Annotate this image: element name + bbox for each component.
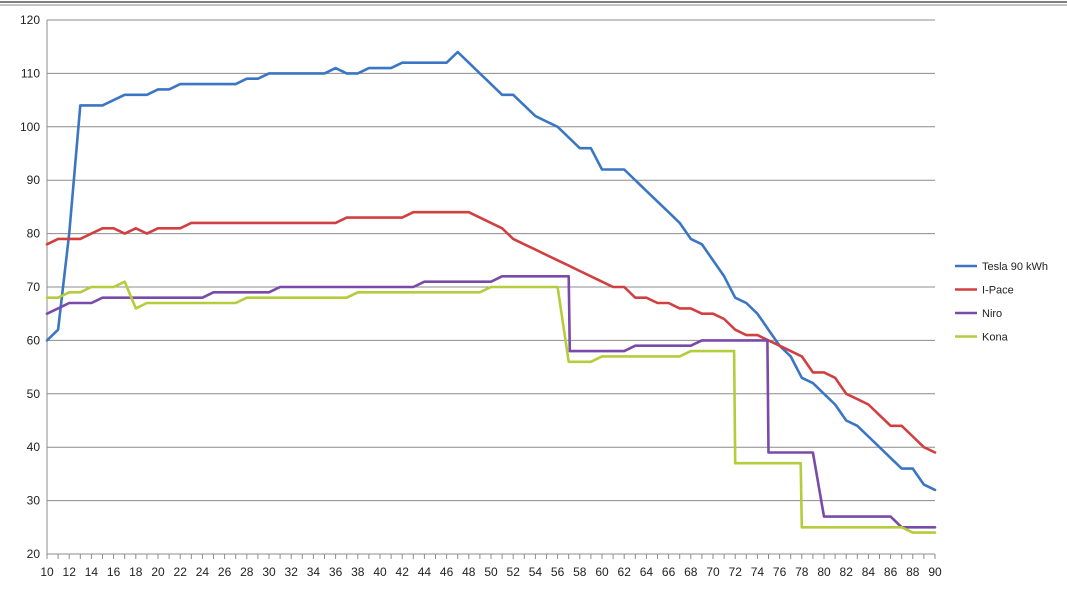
x-tick-label: 36 [329, 565, 343, 579]
x-tick-label: 28 [240, 565, 254, 579]
x-tick-label: 62 [618, 565, 632, 579]
axes: 20 30 40 50 60 70 80 90 100 110 120 10 12 14 16 18 20 22 2… [20, 13, 942, 579]
y-tick-label: 120 [20, 13, 40, 27]
y-tick-label: 90 [27, 173, 41, 187]
y-tick-label: 50 [27, 387, 41, 401]
x-tick-label: 18 [129, 565, 143, 579]
x-tick-label: 86 [884, 565, 898, 579]
y-tick-label: 110 [21, 66, 40, 80]
x-tick-label: 90 [928, 565, 942, 579]
legend: Tesla 90 kWh I-Pace Niro Kona [955, 261, 1048, 344]
x-tick-label: 48 [462, 565, 476, 579]
x-tick-label: 20 [151, 565, 165, 579]
x-tick-label: 12 [63, 565, 77, 579]
x-tick-label: 70 [706, 565, 720, 579]
x-tick-label: 76 [773, 565, 787, 579]
series-line-4 [45, 280, 937, 534]
legend-label: Niro [982, 308, 1002, 320]
x-tick-label: 22 [174, 565, 188, 579]
x-tick-label: 78 [795, 565, 809, 579]
y-tick-label: 30 [27, 494, 41, 508]
x-tick-label: 56 [551, 565, 565, 579]
x-tick-label: 44 [418, 565, 432, 579]
x-tick-label: 30 [262, 565, 276, 579]
x-tick-label: 72 [729, 565, 743, 579]
x-tick-label: 60 [595, 565, 609, 579]
x-tick-label: 58 [573, 565, 587, 579]
x-tick-label: 40 [373, 565, 387, 579]
y-tick-label: 70 [27, 280, 41, 294]
x-tick-label: 74 [751, 565, 765, 579]
x-tick-label: 68 [684, 565, 698, 579]
x-tick-label: 84 [862, 565, 876, 579]
x-tick-label: 66 [662, 565, 676, 579]
y-tick-label: 20 [27, 547, 41, 561]
x-tick-label: 88 [906, 565, 920, 579]
x-tick-label: 32 [285, 565, 299, 579]
x-tick-label: 26 [218, 565, 232, 579]
x-tick-label: 80 [817, 565, 831, 579]
y-tick-label: 60 [27, 333, 41, 347]
x-tick-label: 82 [840, 565, 854, 579]
legend-label: I-Pace [982, 285, 1014, 297]
y-tick-label: 40 [27, 440, 41, 454]
legend-label: Tesla 90 kWh [982, 261, 1048, 273]
x-tick-label: 38 [351, 565, 365, 579]
y-tick-label: 100 [20, 120, 40, 134]
series-line-1 [45, 50, 937, 492]
x-tick-label: 52 [507, 565, 521, 579]
legend-label: Kona [982, 332, 1009, 344]
series-line-3 [45, 274, 937, 529]
series-lines [45, 50, 937, 534]
x-tick-label: 14 [85, 565, 99, 579]
x-tick-label: 46 [440, 565, 454, 579]
x-tick-label: 10 [40, 565, 54, 579]
x-tick-label: 34 [307, 565, 321, 579]
x-tick-label: 42 [396, 565, 410, 579]
x-tick-label: 24 [196, 565, 210, 579]
x-tick-label: 50 [484, 565, 498, 579]
x-tick-label: 16 [107, 565, 121, 579]
y-tick-label: 80 [27, 227, 41, 241]
x-tick-label: 64 [640, 565, 654, 579]
series-line-2 [45, 210, 937, 454]
x-tick-label: 54 [529, 565, 543, 579]
